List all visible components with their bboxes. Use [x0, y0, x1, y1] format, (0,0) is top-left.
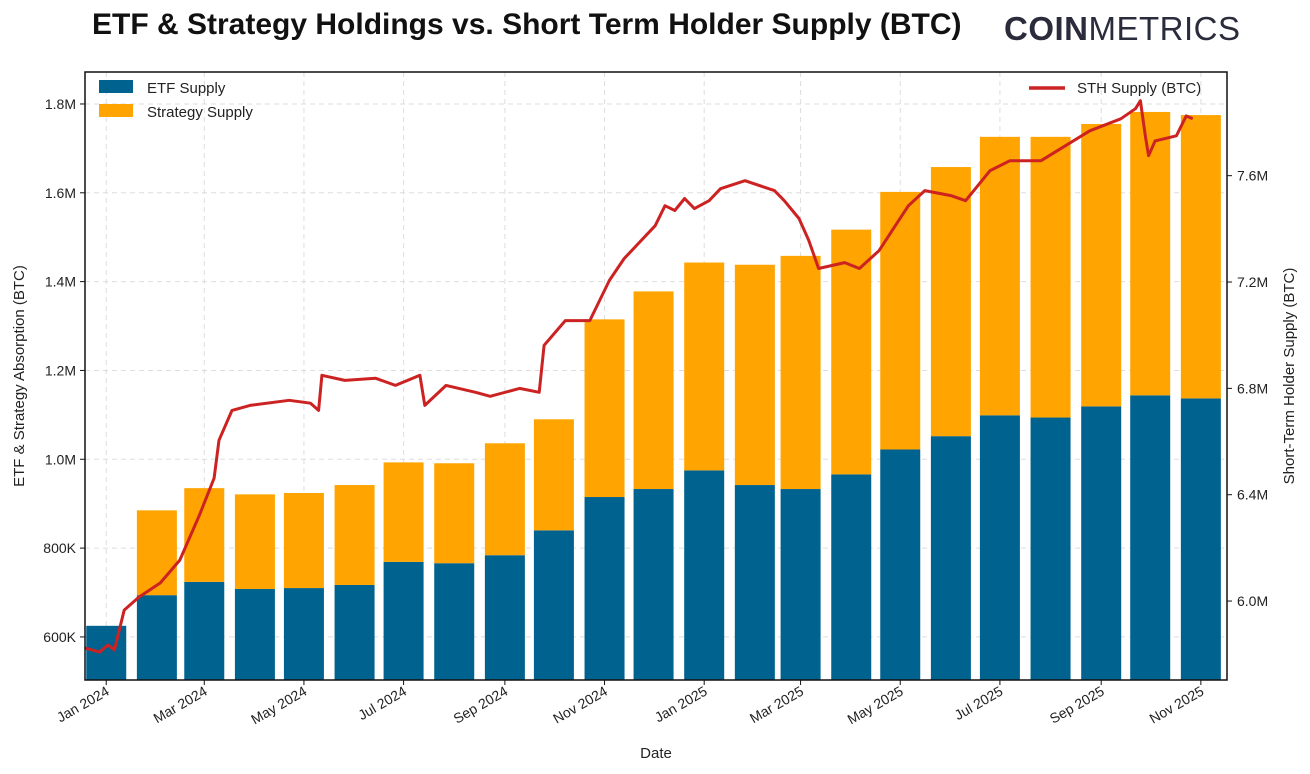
x-tick-label: Sep 2024: [450, 683, 510, 727]
x-axis-label: Date: [640, 745, 672, 762]
legend-label-etf: ETF Supply: [147, 80, 226, 97]
x-tick-label: Nov 2025: [1146, 683, 1206, 727]
y-tick-label: 1.8M: [45, 96, 76, 112]
y-tick-label: 800K: [43, 540, 76, 556]
chart-title: ETF & Strategy Holdings vs. Short Term H…: [92, 8, 962, 41]
y-tick-label: 1.4M: [45, 274, 76, 290]
bar-strategy-supply: [434, 463, 475, 564]
bar-strategy-supply: [533, 419, 574, 531]
bar-etf-supply: [86, 625, 127, 680]
bar-etf-supply: [484, 555, 525, 680]
bar-etf-supply: [1180, 398, 1221, 680]
bar-etf-supply: [533, 530, 574, 680]
bar-strategy-supply: [334, 485, 375, 585]
bar-etf-supply: [633, 489, 674, 680]
bar-etf-supply: [1130, 395, 1171, 680]
bar-etf-supply: [136, 595, 177, 680]
y2-tick-label: 7.6M: [1237, 168, 1268, 184]
bar-strategy-supply: [283, 493, 324, 589]
bar-etf-supply: [684, 470, 725, 680]
bar-etf-supply: [584, 497, 625, 680]
y-tick-label: 600K: [43, 629, 76, 645]
bar-strategy-supply: [484, 443, 525, 556]
bar-etf-supply: [383, 561, 424, 680]
x-tick-label: May 2025: [845, 683, 906, 728]
bar-strategy-supply: [383, 462, 424, 562]
x-tick-label: Jul 2025: [952, 683, 1006, 723]
bar-strategy-supply: [831, 229, 872, 475]
bar-strategy-supply: [136, 510, 177, 596]
legend-swatch-strategy: [99, 104, 133, 117]
bar-strategy-supply: [684, 262, 725, 471]
bar-etf-supply: [283, 588, 324, 680]
bar-strategy-supply: [1130, 111, 1171, 396]
x-tick-label: Jan 2024: [54, 683, 112, 726]
bar-etf-supply: [734, 485, 775, 680]
bar-strategy-supply: [780, 255, 821, 490]
bar-etf-supply: [234, 588, 275, 680]
x-tick-label: Jan 2025: [652, 683, 710, 726]
plot-frame: [84, 71, 1228, 681]
y2-tick-label: 7.2M: [1237, 274, 1268, 290]
bar-strategy-supply: [979, 136, 1020, 416]
y2-tick-label: 6.8M: [1237, 380, 1268, 396]
legend-swatch-etf: [99, 80, 133, 93]
bar-strategy-supply: [234, 494, 275, 589]
x-tick-label: Mar 2024: [151, 683, 210, 727]
logo-bold: COIN: [1004, 10, 1089, 47]
sth-supply-line: [84, 99, 1194, 654]
y-axis-label: ETF & Strategy Absorption (BTC): [11, 265, 28, 487]
bar-etf-supply: [831, 474, 872, 680]
bar-strategy-supply: [1030, 136, 1071, 418]
bar-etf-supply: [1081, 406, 1122, 680]
bar-etf-supply: [184, 581, 225, 680]
bar-etf-supply: [930, 436, 971, 680]
bar-etf-supply: [979, 415, 1020, 680]
y2-axis-label: Short-Term Holder Supply (BTC): [1281, 268, 1298, 485]
bar-strategy-supply: [1180, 115, 1221, 399]
y-tick-label: 1.2M: [45, 362, 76, 378]
x-tick-label: Nov 2024: [550, 683, 610, 727]
coinmetrics-logo: COINMETRICS: [1004, 10, 1241, 48]
y2-tick-label: 6.0M: [1237, 593, 1268, 609]
x-tick-label: Jul 2024: [355, 683, 409, 723]
legend-left: ETF Supply Strategy Supply: [99, 80, 253, 121]
x-tick-label: May 2024: [248, 683, 309, 728]
bar-strategy-supply: [584, 319, 625, 498]
y-tick-label: 1.0M: [45, 451, 76, 467]
bar-etf-supply: [880, 449, 921, 680]
sth-line: [84, 99, 1194, 654]
legend-label-sth: STH Supply (BTC): [1077, 80, 1201, 97]
bar-etf-supply: [334, 584, 375, 680]
bar-strategy-supply: [734, 264, 775, 486]
bar-strategy-supply: [633, 291, 674, 490]
bar-etf-supply: [1030, 417, 1071, 680]
bar-strategy-supply: [880, 191, 921, 450]
y2-tick-label: 6.4M: [1237, 487, 1268, 503]
x-tick-label: Mar 2025: [747, 683, 806, 727]
x-tick-label: Sep 2025: [1047, 683, 1107, 727]
legend-right: STH Supply (BTC): [1029, 80, 1201, 97]
bars: [86, 111, 1221, 680]
bar-strategy-supply: [930, 167, 971, 437]
bar-strategy-supply: [1081, 123, 1122, 407]
logo-thin: METRICS: [1088, 10, 1241, 47]
legend-label-strategy: Strategy Supply: [147, 104, 253, 121]
y-tick-label: 1.6M: [45, 185, 76, 201]
bar-etf-supply: [434, 563, 475, 680]
bar-etf-supply: [780, 489, 821, 680]
